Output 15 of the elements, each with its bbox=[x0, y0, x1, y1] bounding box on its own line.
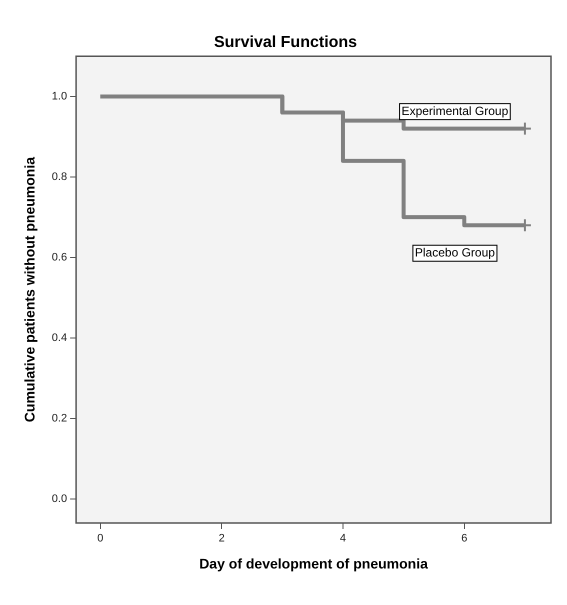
y-tick-label: 0.6 bbox=[52, 251, 68, 264]
series-label: Experimental Group bbox=[402, 104, 509, 118]
series-label: Placebo Group bbox=[414, 246, 496, 260]
x-tick-label: 0 bbox=[97, 532, 104, 545]
x-tick-label: 2 bbox=[218, 532, 225, 545]
x-tick-label: 6 bbox=[461, 532, 468, 545]
chart-title: Survival Functions bbox=[214, 34, 358, 52]
y-tick-label: 1.0 bbox=[52, 90, 68, 102]
x-axis-title: Day of development of pneumonia bbox=[199, 555, 428, 572]
y-tick-label: 0.0 bbox=[52, 492, 68, 505]
y-tick-label: 0.4 bbox=[52, 332, 68, 344]
y-axis-title: Cumulative patients without pneumonia bbox=[21, 156, 38, 422]
x-tick-label: 4 bbox=[340, 532, 346, 545]
y-tick-label: 0.8 bbox=[52, 170, 68, 183]
y-tick-label: 0.2 bbox=[52, 412, 68, 424]
